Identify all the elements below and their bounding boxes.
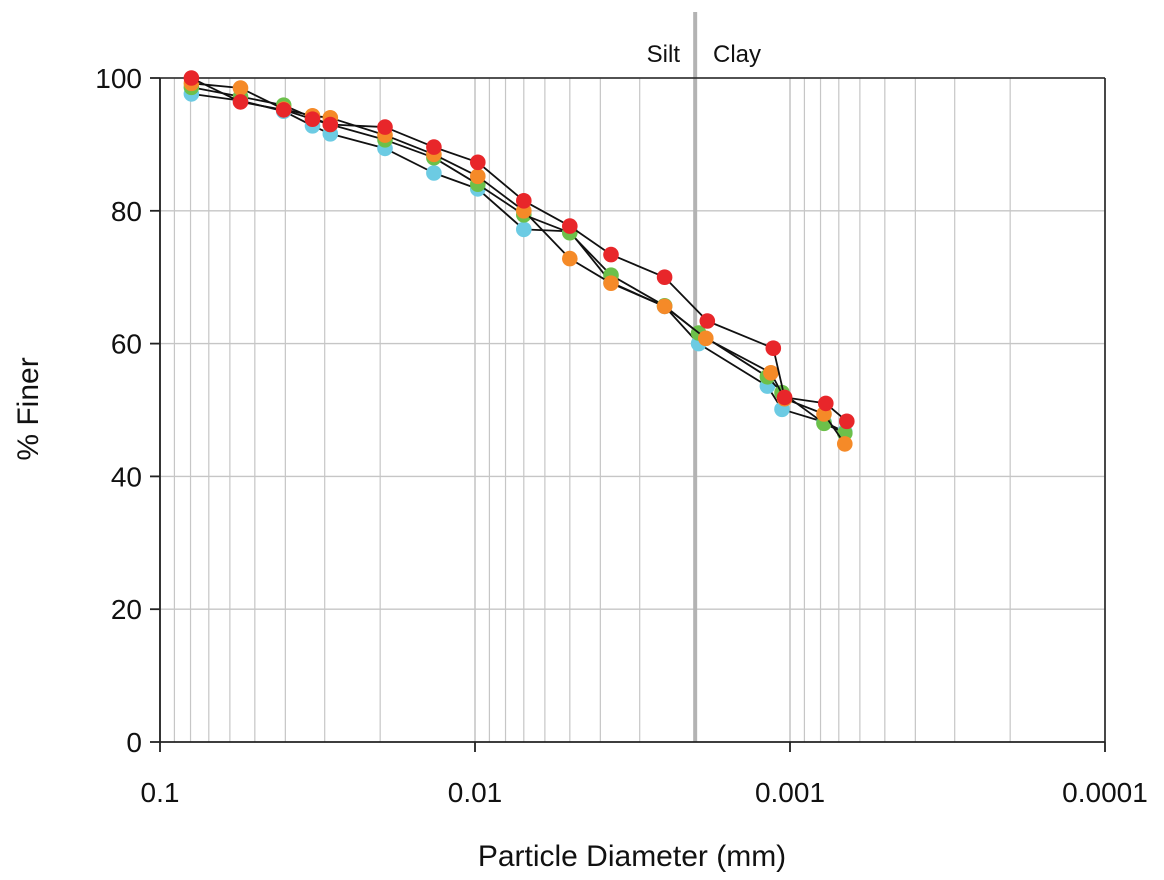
series-line — [191, 86, 846, 435]
data-point — [183, 70, 200, 86]
data-point — [765, 340, 782, 357]
data-point — [232, 80, 249, 96]
data-series-2 — [183, 79, 853, 442]
data-point — [839, 413, 855, 430]
x-axis-title: Particle Diameter (mm) — [478, 840, 786, 873]
data-point — [837, 436, 853, 452]
x-tick-label: 0.001 — [755, 777, 825, 808]
data-point — [516, 221, 532, 238]
y-tick-label: 60 — [111, 329, 142, 360]
x-tick-label: 0.1 — [141, 777, 180, 808]
data-point — [377, 119, 393, 135]
data-point — [818, 395, 834, 412]
data-point — [426, 139, 442, 155]
axis-layer — [150, 77, 1106, 752]
data-point — [516, 193, 532, 209]
data-point — [470, 168, 486, 185]
y-tick-label: 100 — [95, 63, 142, 94]
series-line — [191, 93, 846, 433]
data-point — [776, 389, 793, 406]
y-tick-label: 80 — [111, 196, 142, 227]
data-point — [426, 165, 442, 181]
data-point — [562, 218, 578, 234]
data-series-1 — [183, 86, 853, 440]
y-tick-label: 40 — [111, 461, 142, 492]
data-point — [603, 246, 619, 263]
data-point — [699, 313, 716, 329]
y-tick-label: 0 — [126, 727, 142, 758]
data-series-4 — [183, 70, 855, 430]
data-point — [275, 102, 292, 118]
grid-layer — [159, 12, 1106, 742]
data-point — [656, 269, 673, 286]
x-tick-label: 0.01 — [448, 777, 503, 808]
series-line — [191, 77, 848, 422]
series-layer — [183, 70, 855, 452]
x-tick-label: 0.0001 — [1062, 777, 1148, 808]
data-point — [322, 116, 339, 133]
data-point — [470, 154, 486, 171]
silt-region-label: Silt — [647, 41, 681, 68]
data-point — [656, 298, 673, 315]
series-line — [191, 82, 846, 445]
y-axis-title: % Finer — [12, 357, 45, 460]
data-point — [562, 250, 578, 267]
data-series-3 — [183, 75, 853, 452]
clay-region-label: Clay — [713, 41, 761, 68]
label-layer: Particle Diameter (mm) % Finer Silt Clay… — [12, 41, 1148, 873]
y-tick-label: 20 — [111, 594, 142, 625]
data-point — [763, 365, 779, 381]
data-point — [603, 275, 619, 292]
data-point — [232, 94, 249, 110]
data-point — [304, 111, 321, 127]
data-point — [698, 330, 714, 347]
